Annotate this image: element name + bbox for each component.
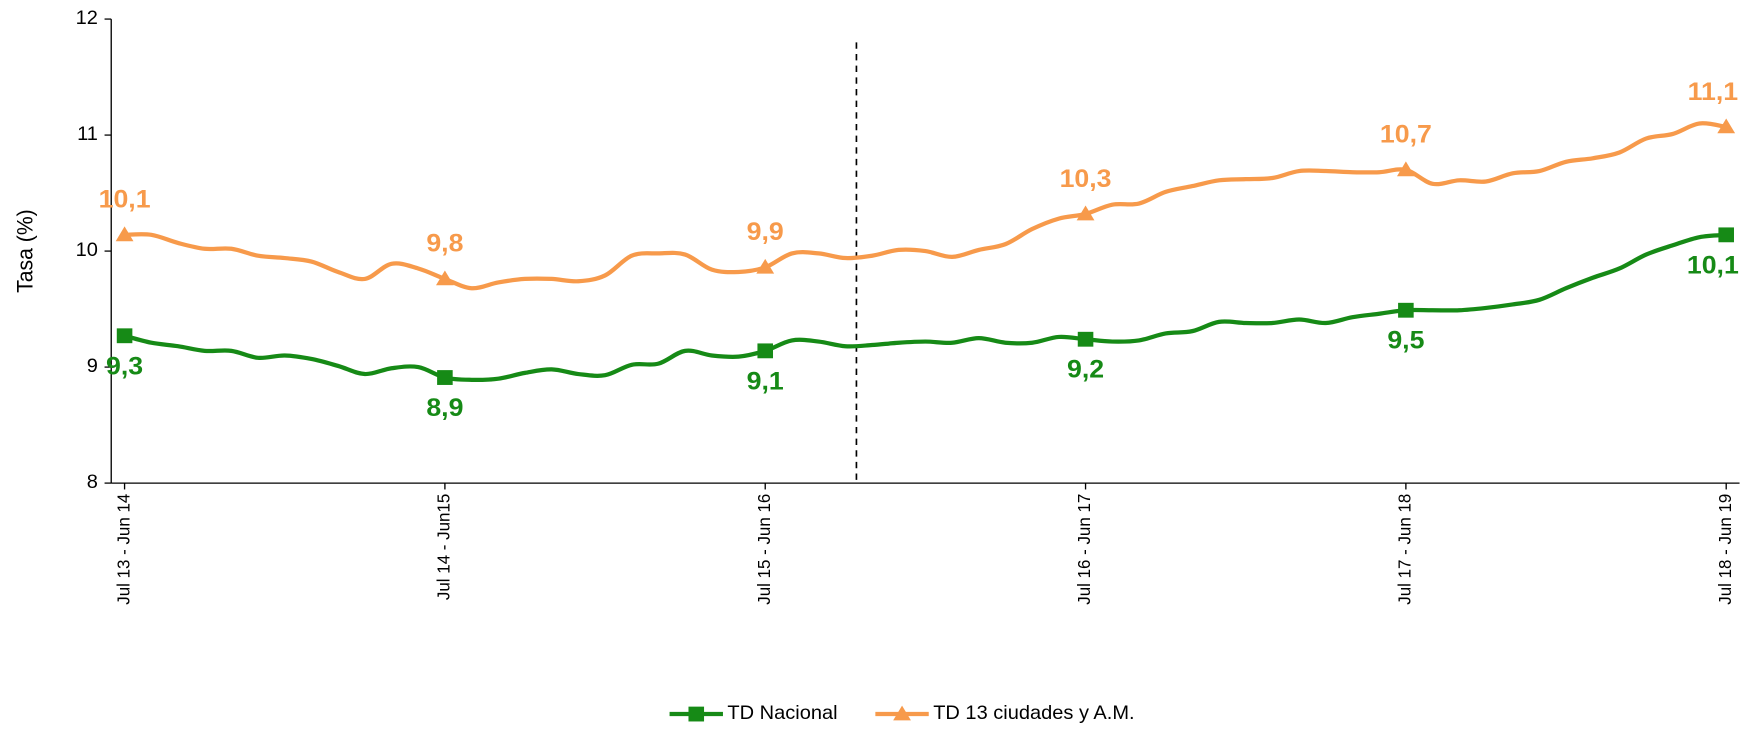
- y-tick-label: 9: [87, 356, 98, 377]
- series-line: [124, 121, 1727, 291]
- marker: [1076, 205, 1095, 221]
- data-label: 10,7: [1380, 119, 1432, 148]
- data-label: 11,1: [1688, 76, 1738, 105]
- y-tick-label: 12: [76, 8, 98, 29]
- marker: [116, 328, 133, 344]
- x-tick-label: Jul 14 - Jun15: [433, 494, 453, 600]
- data-label: 9,1: [747, 366, 784, 395]
- marker: [688, 706, 705, 722]
- data-label: 10,1: [99, 184, 151, 213]
- marker: [1398, 302, 1414, 318]
- data-label: 8,9: [426, 393, 463, 422]
- x-tick-label: Jul 16 - Jun 17: [1074, 494, 1094, 605]
- x-tick-label: Jul 18 - Jun 19: [1715, 494, 1735, 605]
- marker: [893, 705, 911, 721]
- x-tick-label: Jul 15 - Jun 16: [754, 494, 774, 605]
- x-tick-label: Jul 17 - Jun 18: [1394, 494, 1414, 605]
- y-tick-label: 10: [76, 240, 98, 261]
- data-label: 10,3: [1060, 163, 1112, 192]
- marker: [1717, 118, 1736, 134]
- data-label: 9,2: [1067, 354, 1104, 383]
- data-label: 9,3: [106, 351, 143, 380]
- marker: [1718, 227, 1734, 243]
- series-line: [123, 232, 1727, 383]
- y-tick-label: 11: [77, 124, 98, 145]
- y-tick-label: 8: [87, 472, 98, 493]
- legend-label: TD 13 ciudades y A.M.: [933, 703, 1134, 724]
- marker: [1396, 161, 1415, 177]
- marker: [757, 343, 774, 359]
- legend-label: TD Nacional: [727, 703, 837, 724]
- marker: [115, 226, 134, 242]
- marker: [1077, 331, 1094, 347]
- marker: [756, 258, 775, 274]
- data-label: 10,1: [1687, 250, 1739, 279]
- data-label: 9,9: [747, 217, 784, 246]
- data-label: 9,8: [426, 228, 463, 257]
- data-label: 9,5: [1387, 325, 1424, 354]
- y-axis-label: Tasa (%): [12, 209, 38, 293]
- x-tick-label: Jul 13 - Jun 14: [113, 493, 133, 604]
- marker: [436, 270, 454, 286]
- marker: [437, 370, 453, 385]
